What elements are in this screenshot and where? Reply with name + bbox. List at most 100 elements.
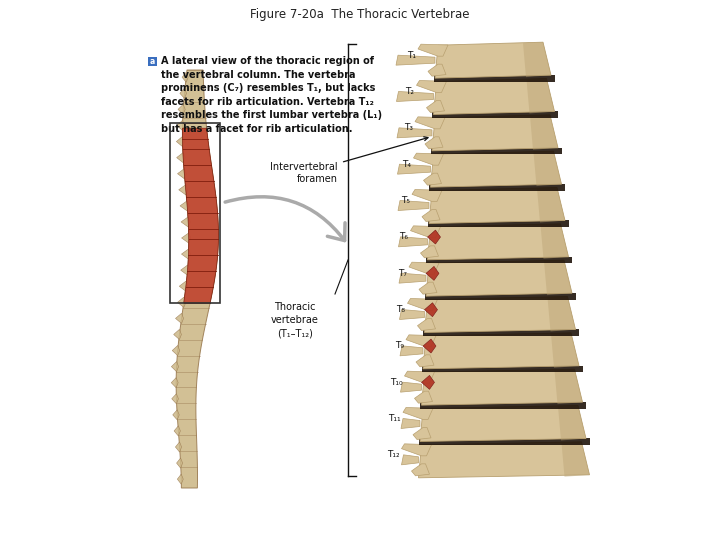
Polygon shape [429, 187, 565, 224]
Polygon shape [181, 233, 191, 243]
Polygon shape [526, 78, 554, 113]
Polygon shape [180, 88, 186, 98]
Polygon shape [397, 128, 432, 138]
Polygon shape [402, 455, 418, 465]
Polygon shape [537, 187, 565, 222]
Polygon shape [432, 115, 558, 151]
Polygon shape [541, 224, 569, 259]
Bar [432, 111, 558, 118]
Polygon shape [416, 80, 446, 92]
Text: T₅: T₅ [401, 196, 410, 205]
Polygon shape [415, 391, 433, 403]
Polygon shape [171, 394, 179, 404]
Polygon shape [415, 117, 445, 129]
Polygon shape [176, 137, 184, 146]
Polygon shape [428, 64, 446, 76]
Polygon shape [416, 355, 434, 367]
Polygon shape [413, 153, 444, 165]
Text: T₉: T₉ [395, 341, 404, 350]
Text: T₁: T₁ [407, 51, 416, 59]
Polygon shape [178, 104, 185, 114]
Polygon shape [523, 42, 551, 77]
Polygon shape [177, 120, 184, 131]
Polygon shape [180, 201, 189, 211]
Polygon shape [426, 100, 444, 112]
Polygon shape [177, 297, 186, 307]
Polygon shape [426, 266, 439, 280]
Polygon shape [433, 78, 554, 114]
Text: T₁₁: T₁₁ [388, 414, 401, 423]
Polygon shape [182, 128, 218, 303]
Text: T₁₀: T₁₀ [390, 377, 402, 387]
Text: T₄: T₄ [402, 160, 412, 168]
Bar [428, 220, 569, 227]
Polygon shape [425, 137, 443, 149]
Polygon shape [171, 362, 179, 372]
Polygon shape [547, 296, 575, 332]
Polygon shape [176, 153, 185, 163]
Text: Thoracic
vertebrae
(T₁–T₁₂): Thoracic vertebrae (T₁–T₁₂) [271, 302, 319, 339]
Text: A lateral view of the thoracic region of
the vertebral column. The vertebra
prom: A lateral view of the thoracic region of… [161, 56, 382, 134]
Polygon shape [181, 265, 189, 275]
Text: T₃: T₃ [404, 123, 413, 132]
Polygon shape [401, 418, 420, 429]
Polygon shape [418, 442, 590, 478]
Polygon shape [418, 319, 436, 330]
Polygon shape [425, 303, 438, 316]
Polygon shape [408, 299, 438, 310]
Polygon shape [399, 273, 426, 283]
Bar [423, 329, 579, 336]
Text: T₁₂: T₁₂ [387, 450, 400, 460]
Polygon shape [171, 377, 178, 388]
Polygon shape [396, 55, 435, 65]
Polygon shape [423, 339, 436, 353]
Polygon shape [412, 464, 430, 476]
Polygon shape [435, 42, 551, 78]
Polygon shape [423, 333, 579, 369]
Polygon shape [405, 371, 434, 383]
Text: T₆: T₆ [400, 232, 408, 241]
Polygon shape [422, 210, 440, 221]
Polygon shape [172, 346, 180, 356]
Polygon shape [174, 329, 181, 340]
Polygon shape [176, 442, 181, 452]
Polygon shape [420, 406, 586, 442]
Polygon shape [397, 91, 433, 102]
Polygon shape [428, 230, 441, 244]
Polygon shape [173, 410, 179, 420]
Bar [426, 257, 572, 263]
Polygon shape [410, 226, 441, 238]
Polygon shape [551, 333, 579, 368]
Polygon shape [400, 309, 425, 320]
Polygon shape [418, 44, 448, 56]
Polygon shape [412, 190, 442, 201]
FancyArrowPatch shape [225, 197, 345, 240]
Text: Figure 7-20a  The Thoracic Vertebrae: Figure 7-20a The Thoracic Vertebrae [251, 8, 469, 21]
Polygon shape [558, 406, 586, 441]
Polygon shape [554, 369, 582, 404]
Bar [431, 148, 562, 154]
Text: T₂: T₂ [405, 87, 415, 96]
Polygon shape [421, 369, 582, 405]
Polygon shape [174, 426, 181, 436]
Polygon shape [428, 224, 569, 260]
Polygon shape [413, 428, 431, 440]
Polygon shape [403, 408, 433, 420]
Polygon shape [423, 173, 441, 185]
Polygon shape [400, 382, 421, 392]
Bar [429, 184, 565, 191]
Polygon shape [420, 246, 438, 258]
Polygon shape [176, 70, 218, 488]
Polygon shape [181, 217, 190, 227]
Bar [420, 402, 586, 409]
Polygon shape [400, 346, 423, 356]
Bar [433, 75, 554, 82]
Polygon shape [419, 282, 437, 294]
Bar [148, 57, 157, 66]
Bar [170, 123, 220, 303]
Polygon shape [425, 296, 575, 333]
Text: a: a [150, 57, 155, 66]
Polygon shape [397, 164, 431, 174]
Polygon shape [178, 168, 186, 179]
Polygon shape [182, 72, 188, 82]
